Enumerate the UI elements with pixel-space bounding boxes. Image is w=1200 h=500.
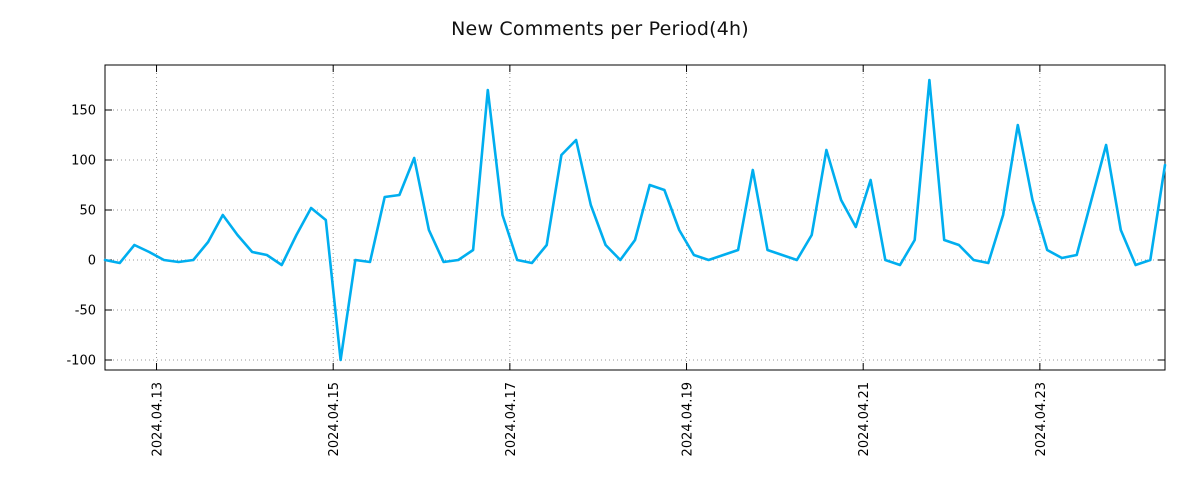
x-tick-label: 2024.04.13 xyxy=(151,382,166,456)
x-tick-label: 2024.04.19 xyxy=(681,382,696,456)
x-tick-label: 2024.04.21 xyxy=(857,382,872,456)
y-tick-label: 50 xyxy=(79,204,96,219)
chart-title: New Comments per Period(4h) xyxy=(451,18,749,40)
plot-border xyxy=(104,64,1166,371)
y-tick-label: 0 xyxy=(88,254,96,269)
x-tick-label: 2024.04.17 xyxy=(504,382,519,456)
grid-lines xyxy=(105,65,1165,370)
y-tick-label: -50 xyxy=(75,304,96,319)
y-tick-label: 150 xyxy=(71,104,96,119)
tick-marks xyxy=(105,65,1165,370)
y-tick-label: 100 xyxy=(71,154,96,169)
x-tick-label: 2024.04.23 xyxy=(1034,382,1049,456)
x-tick-label: 2024.04.15 xyxy=(327,382,342,456)
y-tick-label: -100 xyxy=(66,354,96,369)
x-axis-labels: 2024.04.13 2024.04.15 2024.04.17 2024.04.19… xyxy=(151,382,1049,456)
y-axis-labels: -100 -50 0 50 100 150 xyxy=(66,104,96,369)
data-line xyxy=(103,78,1167,362)
